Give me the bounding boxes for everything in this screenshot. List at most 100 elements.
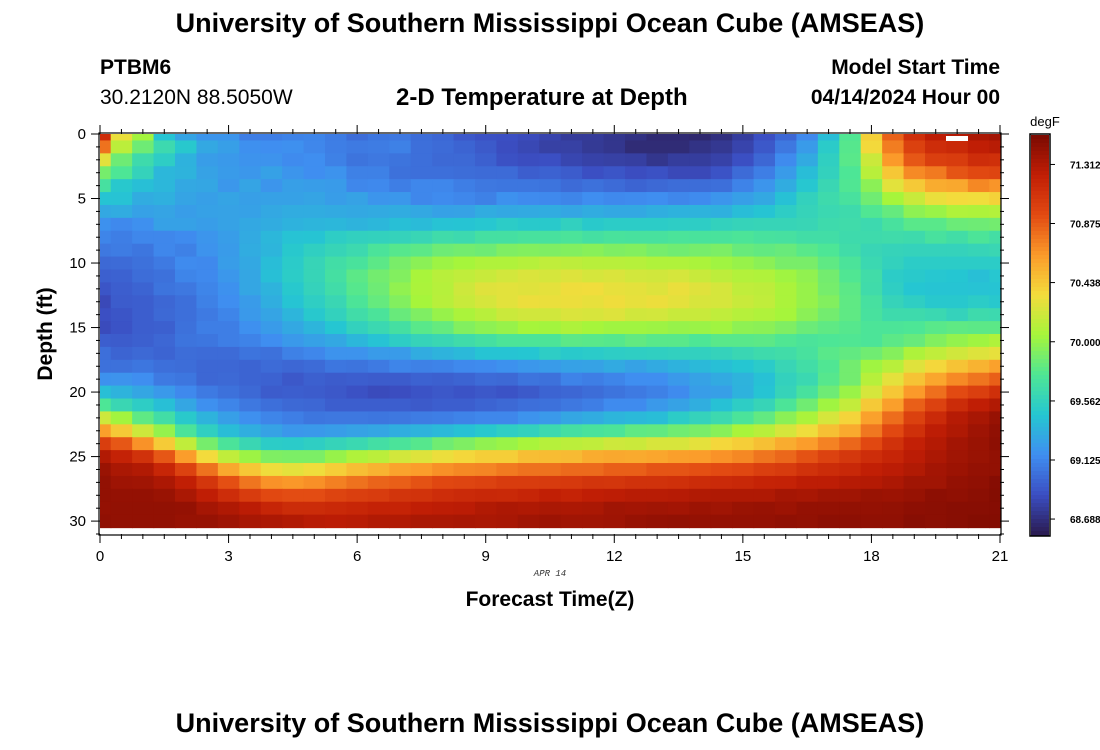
heatmap-cell: [432, 424, 455, 438]
heatmap-cell: [539, 282, 562, 296]
heatmap-cell: [753, 282, 776, 296]
heatmap-cell: [453, 372, 476, 387]
heatmap-cell: [753, 243, 776, 258]
heatmap-cell: [582, 398, 605, 413]
heatmap-cell: [475, 230, 498, 245]
heatmap-cell: [110, 308, 133, 322]
heatmap-cell: [153, 334, 176, 348]
heatmap-cell: [603, 488, 626, 503]
heatmap-cell: [775, 463, 798, 477]
heatmap-cell: [710, 166, 733, 180]
heatmap-cell: [753, 514, 776, 529]
heatmap-cell: [410, 411, 433, 425]
heatmap-cell: [539, 437, 562, 451]
heatmap-cell: [582, 269, 605, 283]
heatmap-cell: [860, 295, 883, 309]
colorbar-strip: [1031, 391, 1049, 396]
heatmap-cell: [217, 166, 240, 180]
heatmap-cell: [432, 204, 455, 219]
x-axis-label: Forecast Time(Z): [466, 588, 635, 611]
heatmap-cell: [453, 153, 476, 167]
heatmap-cell: [517, 321, 540, 335]
heatmap-cell: [753, 295, 776, 309]
heatmap-cell: [967, 140, 990, 154]
heatmap-cell: [775, 424, 798, 438]
heatmap-cell: [496, 501, 519, 516]
heatmap-cell: [389, 398, 412, 413]
heatmap-cell: [989, 398, 1001, 413]
heatmap-cell: [239, 334, 262, 348]
heatmap-cell: [453, 463, 476, 477]
heatmap-cell: [667, 308, 690, 322]
heatmap-cell: [903, 308, 926, 322]
heatmap-cell: [496, 475, 519, 490]
heatmap-cell: [153, 204, 176, 219]
heatmap-cell: [110, 230, 133, 245]
heatmap-cell: [667, 166, 690, 180]
heatmap-cell: [582, 463, 605, 477]
heatmap-cell: [989, 321, 1001, 335]
colorbar-strip: [1031, 151, 1049, 156]
heatmap-cell: [539, 140, 562, 154]
heatmap-cell: [582, 230, 605, 245]
heatmap-cell: [625, 140, 648, 154]
heatmap-cell: [217, 230, 240, 245]
heatmap-cell: [882, 256, 905, 271]
heatmap-cell: [989, 282, 1001, 296]
heatmap-cell: [217, 269, 240, 283]
heatmap-cell: [839, 321, 862, 335]
heatmap-cell: [410, 321, 433, 335]
heatmap-cell: [646, 140, 669, 154]
heatmap-cell: [432, 475, 455, 490]
heatmap-cell: [903, 256, 926, 271]
heatmap-cell: [882, 514, 905, 529]
heatmap-cell: [646, 134, 669, 142]
heatmap-cell: [196, 514, 219, 529]
heatmap-cell: [903, 411, 926, 425]
heatmap-cell: [925, 475, 948, 490]
heatmap-cell: [196, 243, 219, 258]
heatmap-cell: [325, 256, 348, 271]
colorbar-strip: [1031, 223, 1049, 228]
heatmap-cell: [410, 179, 433, 193]
y-tick-label: 25: [69, 449, 86, 466]
heatmap-cell: [217, 140, 240, 154]
heatmap-cell: [860, 308, 883, 322]
heatmap-cell: [817, 166, 840, 180]
colorbar-strip: [1031, 375, 1049, 380]
heatmap-cell: [925, 346, 948, 361]
heatmap-cell: [282, 166, 305, 180]
heatmap-cell: [110, 372, 133, 387]
colorbar-strip: [1031, 459, 1049, 464]
heatmap-cell: [100, 295, 112, 309]
heatmap-cell: [260, 334, 283, 348]
heatmap-cell: [989, 269, 1001, 283]
heatmap-cell: [625, 437, 648, 451]
heatmap-cell: [410, 230, 433, 245]
heatmap-cell: [603, 450, 626, 464]
heatmap-cell: [100, 153, 112, 167]
heatmap-cell: [367, 346, 390, 361]
heatmap-cell: [882, 372, 905, 387]
heatmap-cell: [839, 359, 862, 374]
heatmap-cell: [517, 153, 540, 167]
heatmap-cell: [582, 256, 605, 271]
heatmap-cell: [860, 501, 883, 516]
heatmap-cell: [646, 204, 669, 219]
heatmap-cell: [732, 192, 755, 206]
heatmap-cell: [367, 308, 390, 322]
heatmap-cell: [946, 204, 969, 219]
heatmap-cell: [753, 488, 776, 503]
heatmap-cell: [539, 243, 562, 258]
heatmap-cell: [753, 463, 776, 477]
heatmap-cell: [282, 243, 305, 258]
heatmap-cell: [410, 514, 433, 529]
heatmap-cell: [796, 359, 819, 374]
heatmap-cell: [603, 463, 626, 477]
heatmap-cell: [989, 450, 1001, 464]
heatmap-cell: [753, 134, 776, 142]
heatmap-cell: [496, 204, 519, 219]
heatmap-cell: [132, 463, 155, 477]
heatmap-cell: [153, 514, 176, 529]
heatmap-cell: [753, 217, 776, 232]
